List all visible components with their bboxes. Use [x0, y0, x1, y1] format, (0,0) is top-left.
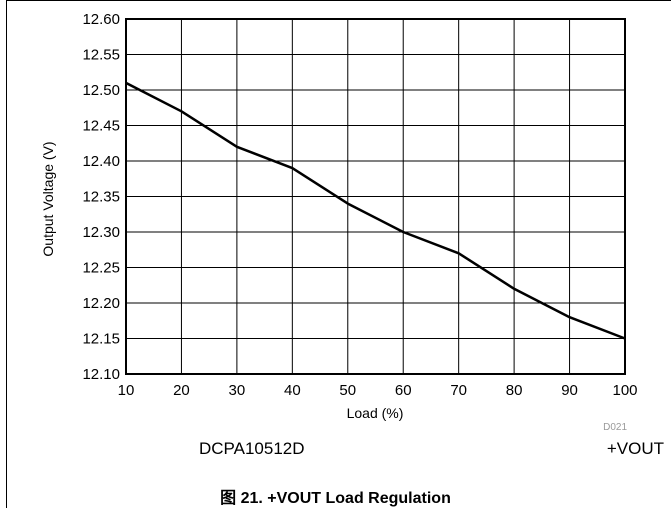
y-tick-label: 12.30	[82, 224, 120, 241]
y-tick-label: 12.25	[82, 260, 120, 277]
y-tick-label: 12.35	[82, 189, 120, 206]
x-tick-label: 90	[561, 382, 578, 399]
y-tick-label: 12.45	[82, 118, 120, 135]
y-axis-ticks: 12.10 12.15 12.20 12.25 12.30 12.35 12.40 12.45…	[82, 11, 120, 383]
x-tick-label: 60	[395, 382, 412, 399]
x-tick-label: 40	[284, 382, 301, 399]
series-line	[125, 81, 626, 340]
x-tick-label: 100	[612, 382, 637, 399]
y-tick-label: 12.20	[82, 295, 120, 312]
y-tick-label: 12.55	[82, 47, 120, 64]
grid	[125, 18, 626, 375]
y-tick-label: 12.10	[82, 366, 120, 383]
x-tick-label: 80	[506, 382, 523, 399]
output-label: +VOUT	[606, 439, 664, 458]
y-tick-label: 12.60	[82, 11, 120, 28]
y-tick-label: 12.15	[82, 331, 120, 348]
top-border	[6, 0, 671, 1]
y-tick-label: 12.50	[82, 82, 120, 99]
x-tick-label: 20	[173, 382, 190, 399]
figure-code: D021	[603, 422, 627, 430]
x-axis-title: Load (%)	[347, 405, 404, 421]
series-group	[125, 81, 626, 340]
plot-frame	[125, 18, 626, 375]
load-regulation-chart: 12.10 12.15 12.20 12.25 12.30 12.35 12.40 12.45…	[40, 11, 638, 430]
figure-caption: 图 21. +VOUT Load Regulation	[220, 490, 451, 507]
x-tick-label: 70	[450, 382, 467, 399]
device-label: DCPA10512D	[199, 439, 305, 458]
y-axis-title: Output Voltage (V)	[40, 141, 56, 256]
y-tick-label: 12.40	[82, 153, 120, 170]
x-tick-label: 10	[118, 382, 135, 399]
x-axis-ticks: 10 20 30 40 50 60 70 80 90 100	[118, 382, 638, 399]
x-tick-label: 50	[339, 382, 356, 399]
x-tick-label: 30	[229, 382, 246, 399]
left-border	[6, 0, 7, 508]
